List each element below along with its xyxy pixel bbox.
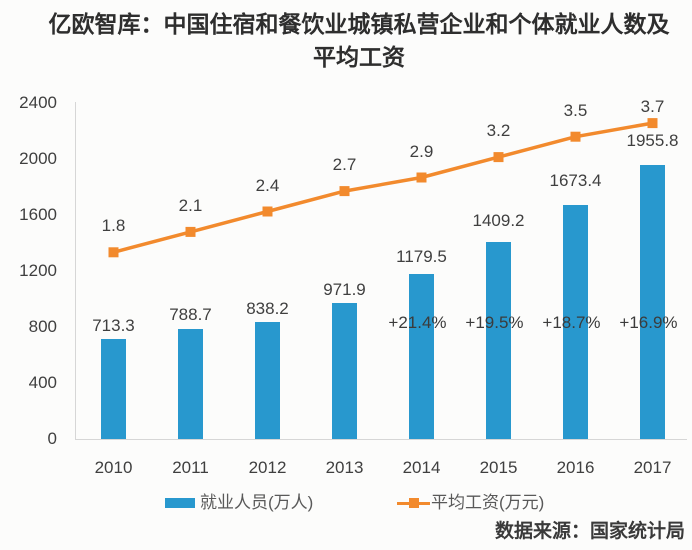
legend-item-wage: 平均工资(万元) (397, 492, 577, 514)
chart-title-line2: 平均工资 (313, 44, 405, 70)
bar-value-label: 788.7 (169, 304, 212, 324)
bar-value-label: 838.2 (246, 298, 289, 318)
bar-value-label: 1409.2 (472, 210, 525, 230)
bar-value-label: 971.9 (323, 279, 366, 299)
line-marker-icon (185, 226, 196, 237)
line-value-label: 2.1 (178, 195, 203, 215)
data-source: 数据来源：国家统计局 (494, 521, 685, 542)
line-marker-icon (647, 118, 658, 129)
legend-bar-swatch (165, 498, 195, 508)
x-axis-tick-label: 2015 (479, 458, 518, 477)
x-axis-tick-label: 2011 (172, 458, 209, 477)
legend-item-employment: 就业人员(万人) (165, 492, 345, 514)
line-value-label: 2.9 (409, 141, 434, 161)
x-axis-tick-label: 2016 (556, 458, 595, 477)
y-axis-tick-label: 1600 (19, 205, 57, 224)
line-marker-icon (570, 131, 581, 142)
bar-value-label: 713.3 (92, 316, 135, 336)
line-value-label: 1.8 (101, 216, 126, 236)
x-axis-line (75, 439, 687, 440)
bar (409, 273, 434, 439)
x-axis-tick-label: 2012 (248, 458, 287, 477)
chart-title: 亿欧智库：中国住宿和餐饮业城镇私营企业和个体就业人数及 平均工资 (0, 8, 692, 74)
growth-annotation: +16.9% (619, 313, 678, 332)
bar (255, 321, 280, 439)
growth-annotation: +21.4% (388, 313, 447, 332)
line-value-label: 3.2 (486, 121, 511, 141)
x-axis-tick-label: 2013 (325, 458, 364, 477)
line-marker-icon (493, 152, 504, 163)
line-marker-icon (108, 247, 119, 258)
bar (640, 165, 665, 439)
line-marker-icon (416, 172, 427, 183)
line-value-label: 3.5 (563, 100, 588, 120)
y-axis-tick-label: 1200 (19, 261, 57, 280)
line-marker-icon (262, 206, 273, 217)
bar-value-label: 1673.4 (549, 170, 602, 190)
legend-label-wage: 平均工资(万元) (431, 493, 545, 512)
y-axis-tick-label: 2400 (19, 93, 57, 112)
line-value-label: 3.7 (640, 97, 665, 117)
legend-line-marker-icon (409, 498, 419, 508)
bar (486, 241, 511, 439)
x-axis-tick-label: 2017 (633, 458, 672, 477)
line-value-label: 2.7 (332, 155, 357, 175)
line-value-label: 2.4 (255, 175, 280, 195)
y-axis-tick-label: 800 (28, 317, 57, 336)
chart-title-line1: 亿欧智库：中国住宿和餐饮业城镇私营企业和个体就业人数及 (48, 11, 670, 37)
line-marker-icon (339, 186, 350, 197)
y-axis-line (75, 102, 76, 440)
y-axis-tick-label: 400 (28, 373, 57, 392)
bar (178, 328, 203, 439)
x-axis-tick-label: 2010 (94, 458, 133, 477)
legend-label-employment: 就业人员(万人) (200, 493, 314, 512)
x-axis-tick-label: 2014 (402, 458, 441, 477)
growth-annotation: +19.5% (465, 313, 524, 332)
growth-annotation: +18.7% (542, 313, 601, 332)
bar (101, 339, 126, 439)
legend: 就业人员(万人) 平均工资(万元) (0, 492, 692, 514)
bar-value-label: 1179.5 (396, 246, 447, 266)
y-axis-tick-label: 2000 (19, 149, 57, 168)
y-axis-tick-label: 0 (47, 429, 57, 448)
bar (332, 302, 357, 439)
bar-value-label: 1955.8 (626, 131, 679, 151)
